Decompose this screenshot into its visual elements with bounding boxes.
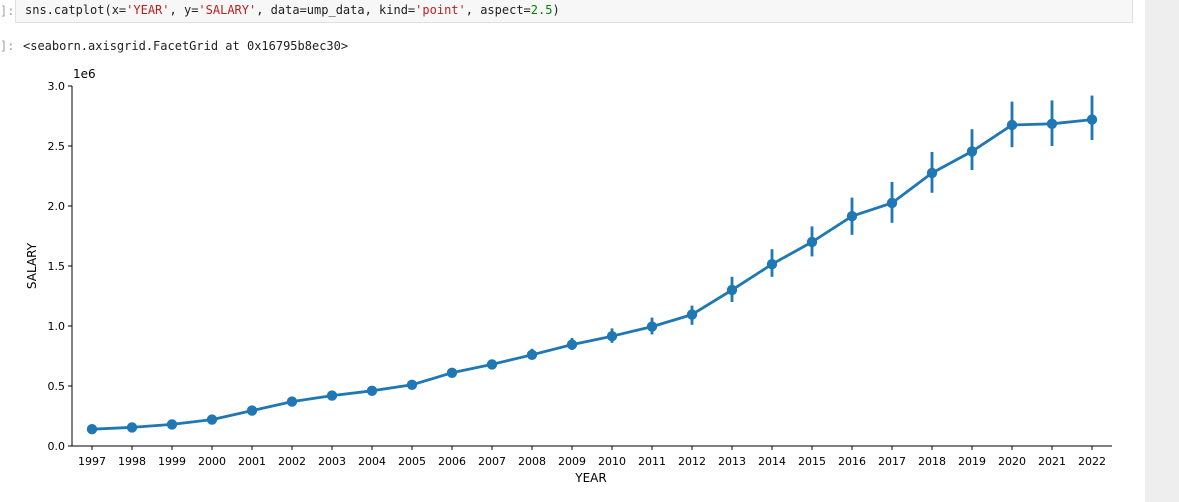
x-tick-label: 2008 bbox=[518, 455, 546, 468]
data-point bbox=[1046, 118, 1058, 129]
output-prompt: ]: bbox=[0, 39, 15, 53]
x-tick-label: 1997 bbox=[78, 455, 106, 468]
x-tick-label: 2020 bbox=[998, 455, 1026, 468]
y-tick-label: 0.0 bbox=[48, 440, 66, 453]
data-point bbox=[246, 405, 258, 416]
data-point bbox=[326, 390, 338, 401]
x-tick-label: 2021 bbox=[1038, 455, 1066, 468]
y-tick-label: 3.0 bbox=[48, 80, 66, 93]
data-point bbox=[526, 349, 538, 360]
y-tick-label: 2.5 bbox=[48, 140, 66, 153]
x-tick-label: 2018 bbox=[918, 455, 946, 468]
x-tick-label: 2012 bbox=[678, 455, 706, 468]
x-tick-label: 2013 bbox=[718, 455, 746, 468]
y-offset-label: 1e6 bbox=[73, 67, 96, 81]
plot-marks bbox=[86, 95, 1098, 435]
x-tick-label: 1999 bbox=[158, 455, 186, 468]
data-point bbox=[606, 331, 618, 342]
data-point bbox=[846, 211, 858, 222]
data-point bbox=[726, 284, 738, 296]
y-tick-label: 1.0 bbox=[48, 320, 66, 333]
data-point bbox=[566, 339, 578, 350]
data-point bbox=[86, 424, 98, 435]
data-point bbox=[406, 379, 418, 390]
data-point bbox=[126, 422, 138, 433]
data-point bbox=[926, 167, 938, 179]
data-point bbox=[446, 367, 458, 378]
x-tick-label: 2007 bbox=[478, 455, 506, 468]
x-tick-label: 2000 bbox=[198, 455, 226, 468]
x-tick-label: 2004 bbox=[358, 455, 386, 468]
axes: 0.0 0.5 1.0 1.5 2.0 2.5 3.0 1997 1998 1999 2000 200… bbox=[48, 80, 1112, 468]
x-tick-label: 2009 bbox=[558, 455, 586, 468]
data-point bbox=[206, 414, 218, 425]
code-cell[interactable]: sns.catplot(x='YEAR', y='SALARY', data=u… bbox=[15, 0, 1133, 23]
x-tick-label: 2003 bbox=[318, 455, 346, 468]
data-point bbox=[886, 197, 898, 209]
data-point bbox=[286, 396, 298, 407]
data-point bbox=[166, 419, 178, 430]
x-tick-label: 2019 bbox=[958, 455, 986, 468]
x-tick-label: 2005 bbox=[398, 455, 426, 468]
series-line bbox=[91, 118, 1093, 431]
x-tick-label: 2002 bbox=[278, 455, 306, 468]
x-tick-label: 2010 bbox=[598, 455, 626, 468]
x-tick-label: 2017 bbox=[878, 455, 906, 468]
data-point bbox=[366, 385, 378, 396]
data-point bbox=[1006, 119, 1018, 131]
code-line: sns.catplot(x='YEAR', y='SALARY', data=u… bbox=[25, 3, 560, 17]
input-prompt: ]: bbox=[0, 4, 15, 18]
data-point bbox=[806, 236, 818, 248]
x-tick-label: 2022 bbox=[1078, 455, 1106, 468]
data-point bbox=[766, 259, 778, 270]
x-tick-label: 2006 bbox=[438, 455, 466, 468]
y-axis-label: SALARY bbox=[25, 242, 39, 289]
y-tick-label: 1.5 bbox=[48, 260, 66, 273]
data-point bbox=[486, 359, 498, 370]
data-point bbox=[686, 309, 698, 320]
x-tick-label: 2016 bbox=[838, 455, 866, 468]
data-point bbox=[966, 146, 978, 157]
x-tick-label: 2001 bbox=[238, 455, 266, 468]
x-tick-label: 2011 bbox=[638, 455, 666, 468]
x-tick-label: 1998 bbox=[118, 455, 146, 468]
data-point bbox=[646, 321, 658, 332]
x-axis-label: YEAR bbox=[574, 471, 606, 485]
cell-output-text: <seaborn.axisgrid.FacetGrid at 0x16795b8… bbox=[23, 39, 349, 53]
y-tick-label: 2.0 bbox=[48, 200, 66, 213]
x-tick-label: 2015 bbox=[798, 455, 826, 468]
notebook-scroll-gutter bbox=[1145, 0, 1179, 502]
x-tick-label: 2014 bbox=[758, 455, 786, 468]
data-point bbox=[1086, 114, 1098, 125]
y-tick-label: 0.5 bbox=[48, 380, 66, 393]
